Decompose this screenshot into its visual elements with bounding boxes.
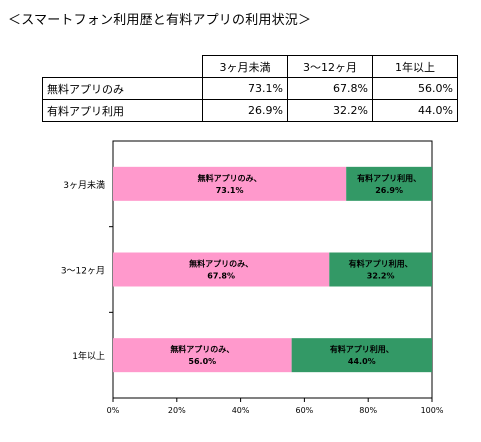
- x-tick-label: 0%: [107, 406, 120, 415]
- bar-segment: [113, 338, 292, 373]
- data-label-series: 有料アプリ利用、: [349, 259, 413, 269]
- bar-segment: [113, 166, 347, 201]
- y-category-label: 1年以上: [72, 350, 105, 362]
- data-label-series: 無料アプリのみ、: [170, 344, 234, 354]
- x-tick-label: 40%: [232, 406, 250, 415]
- x-tick-label: 80%: [359, 406, 377, 415]
- y-category-label: 3ヶ月未満: [63, 179, 105, 191]
- data-label-value: 56.0%: [188, 357, 216, 366]
- summary-table: 3ヶ月未満 3〜12ヶ月 1年以上 無料アプリのみ 73.1% 67.8% 56…: [42, 55, 458, 122]
- data-label-value: 32.2%: [367, 272, 395, 281]
- table-row: 有料アプリ利用 26.9% 32.2% 44.0%: [42, 99, 458, 122]
- table-cell: 26.9%: [202, 99, 288, 122]
- data-label-value: 67.8%: [207, 272, 235, 281]
- data-label-value: 73.1%: [216, 186, 244, 195]
- page-title: ＜スマートフォン利用歴と有料アプリの利用状況＞: [8, 13, 312, 28]
- bar-segment: [113, 252, 330, 287]
- bar-segment: [291, 338, 432, 373]
- data-label-series: 有料アプリ利用、: [330, 344, 394, 354]
- data-label-series: 無料アプリのみ、: [189, 259, 253, 269]
- table-header-row: 3ヶ月未満 3〜12ヶ月 1年以上: [42, 55, 458, 78]
- data-label-series: 無料アプリのみ、: [198, 173, 262, 183]
- table-cell: 32.2%: [287, 99, 373, 122]
- x-tick-label: 100%: [421, 406, 444, 415]
- data-label-value: 44.0%: [348, 357, 376, 366]
- bar-segment: [329, 252, 432, 287]
- data-label-series: 有料アプリ利用、: [357, 173, 421, 183]
- y-category-label: 3〜12ヶ月: [61, 266, 105, 277]
- table-cell: 44.0%: [372, 99, 458, 122]
- bar-segment: [346, 166, 432, 201]
- table-row-label: 無料アプリのみ: [42, 77, 203, 100]
- x-tick-label: 60%: [296, 406, 314, 415]
- x-tick-label: 20%: [168, 406, 186, 415]
- data-label-value: 26.9%: [375, 186, 403, 195]
